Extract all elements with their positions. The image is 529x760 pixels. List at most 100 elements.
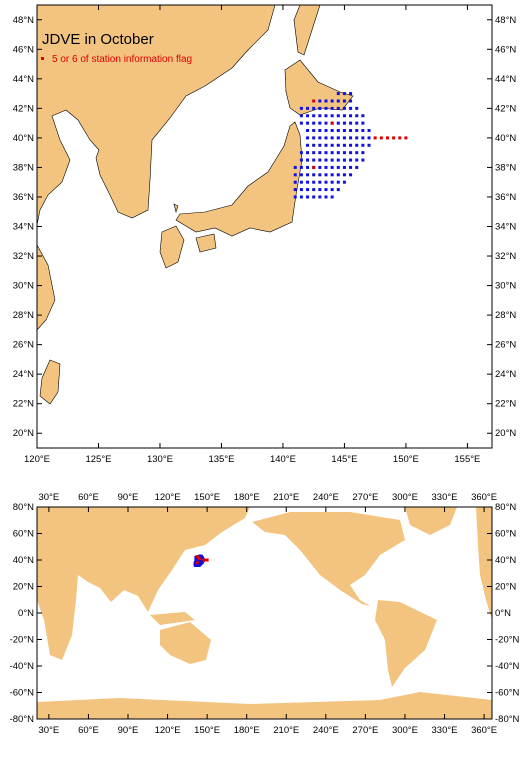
y-tick-label: 46°N [13,44,34,55]
y-tick-label: 42°N [495,103,516,114]
y-tick-label: 60°N [13,529,34,540]
y-tick-label: 34°N [495,222,516,233]
station-point [330,121,334,125]
map-title: JDVE in October [42,31,154,48]
station-point [355,129,359,133]
station-point [324,158,328,162]
x-tick-label: 150°E [194,725,220,736]
station-point [318,173,322,177]
x-tick-label: 120°E [155,492,181,503]
station-point [306,195,310,199]
station-point [306,129,310,133]
station-point [293,173,297,177]
x-tick-label: 90°E [118,725,139,736]
station-point [318,158,322,162]
station-point [342,158,346,162]
station-point [392,136,396,140]
station-point [306,188,310,192]
station-point [318,151,322,155]
station-point [330,143,334,147]
station-point [318,143,322,147]
station-point [306,158,310,162]
station-point [318,165,322,169]
station-point [312,180,316,184]
station-point [312,165,316,169]
station-point [355,143,359,147]
station-point [342,151,346,155]
station-point [318,121,322,125]
station-point [336,136,340,140]
station-point [306,173,310,177]
x-tick-label: 150°E [393,0,419,1]
station-point [385,136,389,140]
x-tick-label: 150°E [393,454,419,465]
station-point [330,165,334,169]
station-point [349,92,353,96]
y-tick-label: 26°N [495,340,516,351]
station-point [355,151,359,155]
station-point [299,165,303,169]
station-point [342,180,346,184]
y-tick-label: 48°N [13,15,34,26]
y-tick-label: 80°N [13,502,34,513]
x-tick-label: 125°E [85,454,111,465]
x-tick-label: 30°E [39,725,60,736]
x-tick-label: 60°E [78,492,99,503]
station-point [330,99,334,103]
x-tick-label: 210°E [273,492,299,503]
station-point [349,165,353,169]
y-tick-label: 30°N [13,281,34,292]
station-point [361,129,365,133]
station-point [342,92,346,96]
station-point [312,129,316,133]
station-point [349,173,353,177]
y-tick-label: 22°N [495,399,516,410]
y-tick-label: 0°N [18,608,34,619]
station-point [306,180,310,184]
station-point [336,180,340,184]
station-point [306,114,310,118]
x-tick-label: 120°E [24,0,50,1]
station-point [342,136,346,140]
station-point [306,143,310,147]
station-point [367,136,371,140]
station-point [312,136,316,140]
station-point [379,136,383,140]
station-point [349,136,353,140]
legend-label: 5 or 6 of station information flag [52,54,192,65]
y-tick-label: 32°N [495,251,516,262]
x-tick-label: 210°E [273,725,299,736]
station-point [349,151,353,155]
station-point [318,188,322,192]
station-point [349,143,353,147]
station-point [336,188,340,192]
station-point [330,173,334,177]
station-point [324,106,328,110]
station-point [330,180,334,184]
y-tick-label: -40°N [495,661,520,672]
x-tick-label: 125°E [85,0,111,1]
station-point [299,158,303,162]
station-point [318,136,322,140]
x-tick-label: 120°E [24,454,50,465]
x-tick-label: 360°E [471,725,497,736]
station-point [349,114,353,118]
station-point [349,106,353,110]
station-point [342,173,346,177]
station-point [197,557,201,561]
y-tick-label: 36°N [13,192,34,203]
y-tick-label: 20°N [13,428,34,439]
station-point [349,158,353,162]
station-point [373,136,377,140]
x-tick-label: 145°E [331,454,357,465]
station-point [306,106,310,110]
y-tick-label: -60°N [495,688,520,699]
station-point [324,180,328,184]
x-tick-label: 120°E [155,725,181,736]
station-point [355,114,359,118]
y-tick-label: 48°N [495,15,516,26]
station-point [330,114,334,118]
station-point [324,129,328,133]
station-point [293,188,297,192]
